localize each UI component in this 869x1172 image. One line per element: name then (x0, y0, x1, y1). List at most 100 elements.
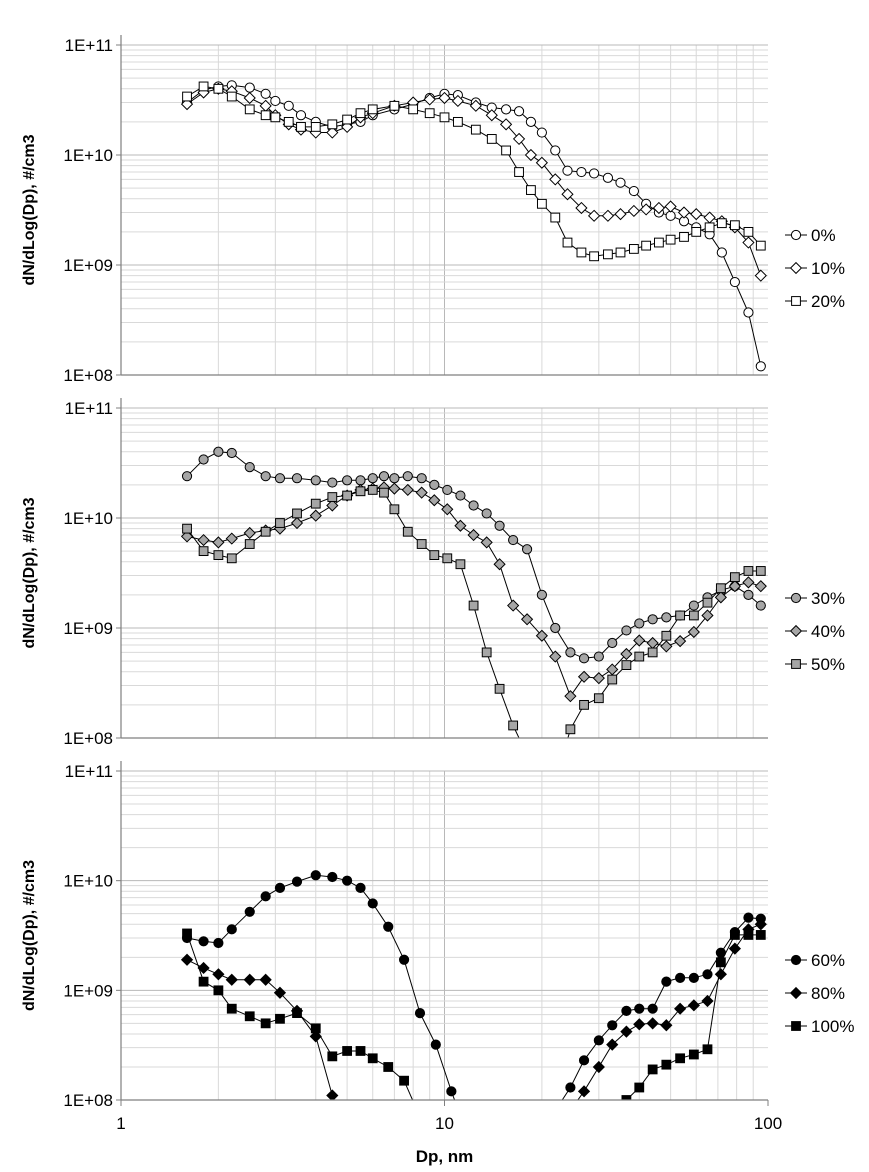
data-point (565, 647, 576, 658)
series-80pct (180, 918, 767, 1100)
data-point (389, 504, 400, 515)
data-point (675, 1053, 686, 1064)
data-point (715, 957, 726, 968)
data-point (606, 1038, 619, 1051)
data-point (327, 492, 338, 502)
data-point (593, 693, 604, 704)
data-point (691, 226, 702, 237)
data-point (729, 572, 740, 583)
data-point (367, 898, 378, 909)
legend-entry: 40% (785, 622, 845, 641)
data-point (469, 99, 482, 112)
y-tick-label: 1E+09 (63, 619, 113, 638)
data-point (536, 198, 547, 209)
data-point (500, 104, 512, 115)
data-point (429, 550, 440, 560)
data-point (703, 211, 716, 224)
data-point (244, 1011, 255, 1022)
legend-label: 60% (811, 951, 845, 970)
data-point (367, 485, 378, 495)
data-point (627, 204, 641, 218)
data-point (244, 82, 255, 93)
data-point (212, 536, 225, 549)
data-point (273, 986, 287, 999)
data-point (755, 240, 766, 251)
data-point (628, 244, 639, 254)
data-point (614, 208, 627, 221)
data-point (225, 532, 238, 545)
data-point (485, 109, 498, 122)
data-point (754, 269, 767, 282)
x-tick-label: 100 (754, 1114, 782, 1133)
data-point (577, 670, 591, 683)
legend-marker (789, 624, 803, 638)
data-point (755, 566, 766, 576)
data-point (565, 1082, 576, 1093)
data-point (355, 882, 366, 893)
data-point (535, 156, 548, 169)
legend-label: 30% (811, 589, 845, 608)
data-point (576, 166, 587, 178)
series-layer (180, 80, 767, 1100)
data-point (327, 871, 338, 883)
data-point (641, 240, 652, 251)
data-point (355, 475, 366, 486)
data-point (550, 212, 561, 223)
data-point (180, 98, 194, 111)
data-point (378, 471, 390, 482)
data-point (389, 473, 400, 484)
data-point (310, 475, 321, 486)
data-point (714, 968, 727, 981)
data-point (468, 600, 479, 611)
data-point (634, 1003, 645, 1014)
data-point (701, 609, 714, 622)
data-point (601, 209, 615, 222)
data-point (275, 518, 285, 528)
data-point (562, 165, 573, 176)
legend-marker (789, 261, 803, 275)
data-point (243, 526, 256, 540)
y-tick-label: 1E+11 (65, 36, 113, 55)
data-point (260, 1018, 271, 1029)
data-point (198, 976, 209, 987)
data-point (243, 973, 256, 986)
data-point (640, 203, 653, 216)
data-point (451, 94, 464, 108)
data-point (634, 651, 645, 662)
data-point (729, 220, 740, 231)
y-tick-label: 1E+08 (63, 366, 113, 385)
legend-marker (789, 986, 803, 1000)
data-point (213, 937, 224, 949)
data-point (292, 508, 302, 519)
data-point (402, 471, 413, 482)
data-point (401, 483, 414, 497)
data-point (283, 116, 294, 127)
data-point (675, 972, 686, 983)
data-point (688, 972, 699, 983)
text-layer: 1E+08 1E+09 1E+10 1E+11 dN/dLog(Dp), #/cm3 0%… (21, 36, 854, 1166)
legend-marker (790, 954, 802, 966)
axes-layer (116, 35, 769, 1106)
data-point (507, 599, 520, 612)
data-point (664, 200, 677, 213)
data-point (755, 600, 766, 611)
data-point (327, 477, 338, 488)
legend-label: 40% (811, 622, 845, 641)
data-point (399, 1075, 409, 1086)
data-point (274, 473, 286, 484)
data-point (728, 942, 741, 955)
data-point (212, 968, 225, 981)
data-point (480, 536, 493, 549)
data-point (633, 1018, 646, 1031)
data-point (270, 112, 281, 123)
x-axis-label: Dp, nm (416, 1147, 474, 1166)
data-point (226, 553, 237, 564)
data-point (621, 660, 632, 670)
data-point (702, 597, 713, 608)
data-point (270, 95, 281, 107)
data-point (729, 930, 740, 940)
data-point (754, 918, 767, 931)
data-point (470, 124, 481, 135)
data-point (755, 361, 766, 372)
data-point (455, 490, 466, 501)
